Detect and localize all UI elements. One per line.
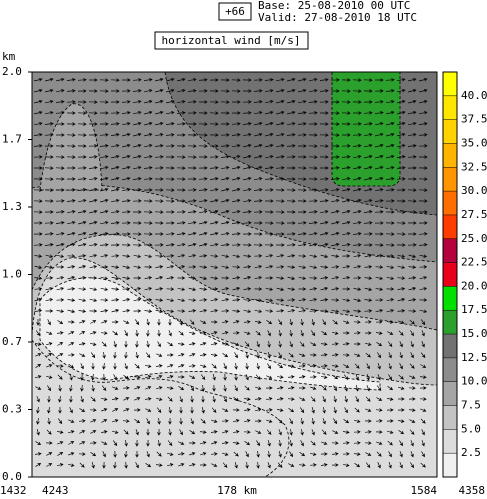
colorbar-bin — [443, 429, 457, 454]
wind-arrow-field — [33, 77, 428, 469]
y-tick-label: 1.3 — [2, 200, 22, 213]
contour-field — [31, 71, 438, 478]
forecast-box — [218, 2, 252, 21]
colorbar-frame — [442, 71, 458, 478]
colorbar-tick-label: 37.5 — [461, 113, 487, 126]
colorbar-bin — [443, 262, 457, 287]
colorbar-bin — [443, 167, 457, 192]
colorbar-tick-label: 15.0 — [461, 327, 487, 340]
y-tick-label: 2.0 — [2, 65, 22, 78]
colorbar-bin — [443, 143, 457, 168]
x-label: 178 km — [217, 484, 257, 497]
colorbar-bin — [443, 214, 457, 239]
x-label: 4243 — [42, 484, 69, 497]
colorbar-tick-label: 17.5 — [461, 303, 487, 316]
colorbar-bin — [443, 95, 457, 120]
y-tick-label: 0.0 — [2, 470, 22, 483]
colorbar-tick-label: 35.0 — [461, 136, 487, 149]
contour-region — [39, 103, 103, 191]
y-axis-label: km — [2, 50, 16, 63]
x-label: 1432 — [0, 484, 27, 497]
colorbar-tick-label: 2.5 — [461, 446, 481, 459]
colorbar: 2.5 5.0 7.5 10.0 12.5 15.0 17.5 20.0 22.5 25.0 27.… — [442, 71, 487, 478]
x-label: 1584 — [411, 484, 438, 497]
y-tick-label: 0.7 — [2, 335, 22, 348]
colorbar-bin — [443, 310, 457, 335]
colorbar-tick-label: 12.5 — [461, 351, 487, 364]
colorbar-bin — [443, 286, 457, 311]
colorbar-bin — [443, 238, 457, 263]
colorbar-bin — [443, 119, 457, 144]
colorbar-tick-label: 22.5 — [461, 256, 487, 269]
colorbar-bin — [443, 334, 457, 358]
forecast-label: +66 — [225, 5, 245, 18]
wind-arrows — [33, 77, 428, 469]
colorbar-bin — [443, 405, 457, 430]
colorbar-tick-label: 25.0 — [461, 232, 487, 245]
y-tick-label: 1.0 — [2, 268, 22, 281]
colorbar-bin — [443, 381, 457, 406]
colorbar-tick-label: 5.0 — [461, 422, 481, 435]
base-time: Base: 25-08-2010 00 UTC — [258, 0, 410, 12]
colorbar-tick-label: 20.0 — [461, 279, 487, 292]
y-tick-label: 0.3 — [2, 403, 22, 416]
colorbar-bin — [443, 357, 457, 382]
colorbar-bin — [443, 453, 457, 477]
colorbar-bin — [443, 191, 457, 215]
title-box — [154, 31, 309, 50]
colorbar-tick-label: 27.5 — [461, 208, 487, 221]
colorbar-tick-label: 40.0 — [461, 89, 487, 102]
valid-time: Valid: 27-08-2010 18 UTC — [258, 11, 417, 24]
y-tick-label: 1.7 — [2, 132, 22, 145]
x-label: 4358 — [459, 484, 486, 497]
colorbar-tick-label: 7.5 — [461, 399, 481, 412]
chart-title: horizontal wind [m/s] — [161, 34, 300, 47]
colorbar-bin — [443, 72, 457, 96]
colorbar-tick-label: 32.5 — [461, 160, 487, 173]
colorbar-tick-label: 30.0 — [461, 184, 487, 197]
colorbar-tick-label: 10.0 — [461, 375, 487, 388]
